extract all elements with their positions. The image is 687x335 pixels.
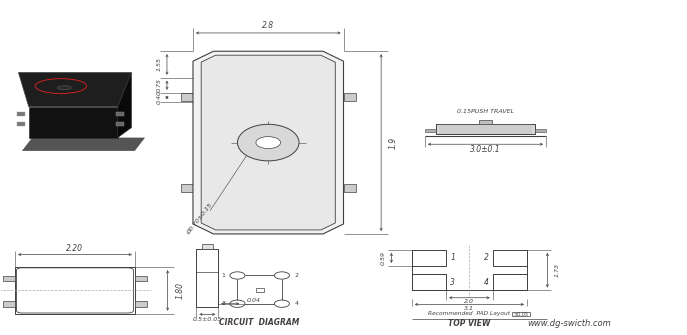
Bar [512,312,530,316]
Bar [115,122,124,126]
Polygon shape [193,51,344,234]
Text: ±0.05: ±0.05 [513,312,528,317]
Text: 1: 1 [221,273,225,278]
Bar [535,129,546,132]
Text: 1.80: 1.80 [175,282,185,299]
Ellipse shape [238,124,299,161]
Text: 0.5±0.05: 0.5±0.05 [193,317,222,322]
Bar [181,184,193,192]
Text: www.dg-swicth.com: www.dg-swicth.com [528,319,611,328]
Polygon shape [22,138,145,151]
Bar [479,120,493,124]
Bar [412,250,446,266]
Text: 1.55: 1.55 [156,58,161,71]
Text: 2.8: 2.8 [262,21,274,30]
Text: 3.1: 3.1 [464,306,475,311]
Text: 1: 1 [450,253,455,262]
Bar [202,244,213,249]
Text: CIRCUIT  DIAGRAM: CIRCUIT DIAGRAM [219,319,300,328]
Text: 2: 2 [294,273,298,278]
Text: 1.9: 1.9 [389,137,398,149]
Text: 1.73: 1.73 [555,263,560,277]
Bar [344,93,356,101]
Bar [256,288,264,291]
Polygon shape [201,55,335,230]
Bar [115,112,124,116]
Bar [196,249,218,307]
Bar [436,124,535,134]
Text: 0.15PUSH TRAVEL: 0.15PUSH TRAVEL [457,109,514,114]
Text: Recommended  PAD Layout: Recommended PAD Layout [429,311,510,316]
Bar [3,302,15,307]
Polygon shape [117,73,131,138]
Bar [412,274,446,290]
Text: 0.59: 0.59 [381,251,385,265]
Text: 3: 3 [221,301,225,306]
Text: Ø0.70±0.15: Ø0.70±0.15 [186,202,214,236]
Ellipse shape [58,86,71,90]
Bar [493,250,527,266]
Bar [135,302,147,307]
Text: 0.40: 0.40 [156,90,161,105]
Bar [181,93,193,101]
Text: 4: 4 [294,301,298,306]
Ellipse shape [256,137,280,148]
Text: 3.0±0.1: 3.0±0.1 [470,145,501,154]
Text: 2: 2 [484,253,488,262]
Text: 0.75: 0.75 [156,78,161,92]
Text: 2.0: 2.0 [464,299,475,304]
Text: TOP VIEW: TOP VIEW [448,319,491,328]
Bar [344,184,356,192]
Polygon shape [29,107,117,138]
Bar [3,276,15,281]
Text: 4: 4 [484,278,488,287]
Bar [15,267,135,314]
Bar [493,274,527,290]
Text: 3: 3 [450,278,455,287]
Bar [135,276,147,281]
Bar [17,112,25,116]
Text: 2.20: 2.20 [67,244,83,253]
Text: 0.04: 0.04 [247,298,261,303]
Bar [425,129,436,132]
Polygon shape [19,73,131,107]
Bar [17,122,25,126]
